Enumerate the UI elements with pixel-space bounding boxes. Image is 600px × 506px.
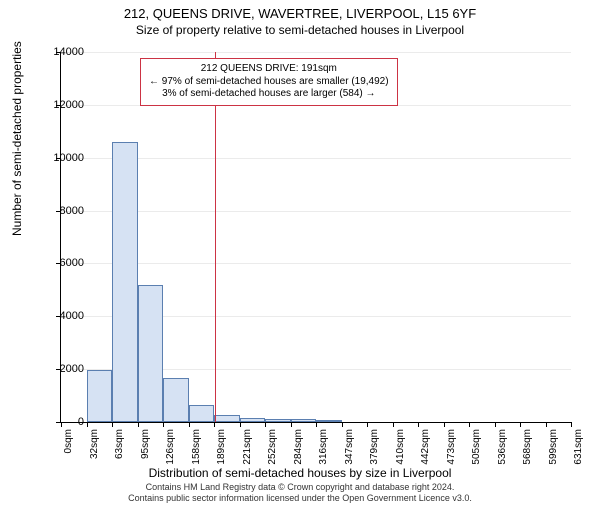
annotation-line: 3% of semi-detached houses are larger (5… (149, 88, 389, 101)
histogram-bar (265, 419, 291, 422)
histogram-bar (87, 370, 113, 422)
gridline (61, 211, 571, 212)
xtick-mark (138, 422, 139, 427)
x-axis-label: Distribution of semi-detached houses by … (0, 466, 600, 480)
footer-line-1: Contains HM Land Registry data © Crown c… (0, 482, 600, 493)
xtick-mark (367, 422, 368, 427)
xtick-mark (189, 422, 190, 427)
xtick-label: 505sqm (471, 429, 482, 465)
xtick-label: 599sqm (548, 429, 559, 465)
xtick-mark (571, 422, 572, 427)
chart-subtitle: Size of property relative to semi-detach… (0, 23, 600, 37)
xtick-label: 63sqm (114, 429, 125, 459)
histogram-bar (291, 419, 317, 422)
xtick-label: 536sqm (497, 429, 508, 465)
gridline (61, 158, 571, 159)
xtick-mark (163, 422, 164, 427)
ytick-label: 2000 (44, 363, 84, 375)
chart-title: 212, QUEENS DRIVE, WAVERTREE, LIVERPOOL,… (0, 6, 600, 21)
xtick-label: 158sqm (191, 429, 202, 465)
xtick-mark (214, 422, 215, 427)
xtick-mark (495, 422, 496, 427)
histogram-bar (189, 405, 215, 422)
chart-area (60, 52, 570, 422)
xtick-mark (469, 422, 470, 427)
histogram-bar (163, 378, 189, 422)
xtick-label: 379sqm (369, 429, 380, 465)
xtick-mark (418, 422, 419, 427)
xtick-label: 568sqm (522, 429, 533, 465)
xtick-mark (265, 422, 266, 427)
gridline (61, 263, 571, 264)
xtick-mark (520, 422, 521, 427)
histogram-bar (316, 420, 342, 422)
marker-line (215, 52, 216, 422)
footer: Contains HM Land Registry data © Crown c… (0, 482, 600, 504)
histogram-bar (112, 142, 138, 422)
annotation-line: ← 97% of semi-detached houses are smalle… (149, 76, 389, 89)
xtick-label: 221sqm (242, 429, 253, 465)
xtick-label: 126sqm (165, 429, 176, 465)
xtick-label: 316sqm (318, 429, 329, 465)
xtick-label: 442sqm (420, 429, 431, 465)
plot-region (60, 52, 571, 423)
xtick-label: 95sqm (140, 429, 151, 459)
xtick-label: 410sqm (395, 429, 406, 465)
xtick-mark (342, 422, 343, 427)
xtick-label: 32sqm (89, 429, 100, 459)
xtick-label: 473sqm (446, 429, 457, 465)
xtick-label: 252sqm (267, 429, 278, 465)
xtick-label: 189sqm (216, 429, 227, 465)
xtick-label: 284sqm (293, 429, 304, 465)
ytick-label: 14000 (44, 46, 84, 58)
ytick-label: 4000 (44, 310, 84, 322)
y-axis-label: Number of semi-detached properties (10, 41, 24, 236)
xtick-mark (316, 422, 317, 427)
ytick-label: 8000 (44, 205, 84, 217)
xtick-mark (444, 422, 445, 427)
xtick-mark (112, 422, 113, 427)
ytick-label: 10000 (44, 152, 84, 164)
histogram-bar (138, 285, 164, 422)
xtick-mark (291, 422, 292, 427)
annotation-box: 212 QUEENS DRIVE: 191sqm← 97% of semi-de… (140, 58, 398, 106)
xtick-label: 0sqm (63, 429, 74, 453)
xtick-mark (240, 422, 241, 427)
xtick-mark (546, 422, 547, 427)
xtick-label: 631sqm (573, 429, 584, 465)
ytick-label: 0 (44, 416, 84, 428)
ytick-label: 6000 (44, 257, 84, 269)
gridline (61, 52, 571, 53)
annotation-line: 212 QUEENS DRIVE: 191sqm (149, 63, 389, 76)
xtick-label: 347sqm (344, 429, 355, 465)
histogram-bar (214, 415, 240, 422)
xtick-mark (87, 422, 88, 427)
footer-line-2: Contains public sector information licen… (0, 493, 600, 504)
histogram-bar (240, 418, 266, 422)
ytick-label: 12000 (44, 99, 84, 111)
xtick-mark (393, 422, 394, 427)
